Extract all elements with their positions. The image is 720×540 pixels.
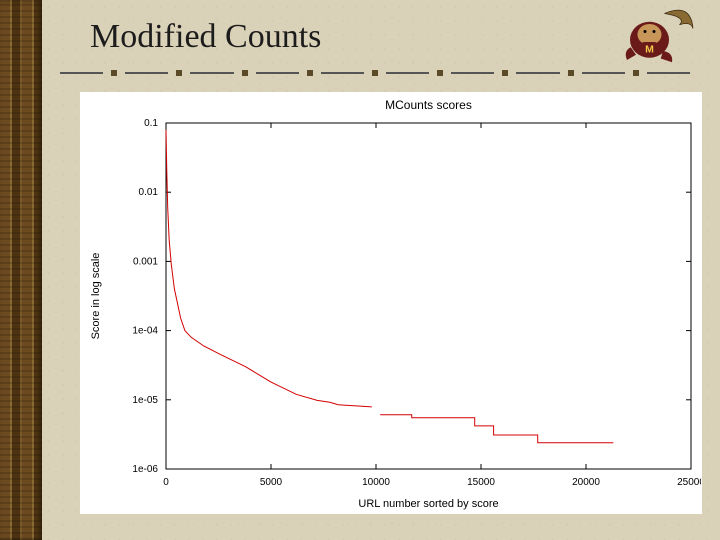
svg-text:1e-05: 1e-05 bbox=[132, 395, 158, 406]
svg-text:URL number sorted by score: URL number sorted by score bbox=[358, 498, 498, 510]
svg-text:0.1: 0.1 bbox=[144, 118, 158, 129]
mascot-icon: M bbox=[618, 6, 696, 66]
slide-title: Modified Counts bbox=[90, 18, 321, 56]
mcounts-chart: MCounts scores 0.1 0.01 0.001 1e-04 1e-05 1e-0… bbox=[81, 93, 701, 513]
svg-text:15000: 15000 bbox=[467, 477, 495, 488]
slide-root: Modified Counts M MCounts scores 0.1 0.01 0… bbox=[0, 0, 720, 540]
svg-text:MCounts scores: MCounts scores bbox=[385, 98, 472, 112]
svg-text:1e-06: 1e-06 bbox=[132, 464, 158, 475]
title-underline bbox=[60, 70, 690, 76]
svg-text:10000: 10000 bbox=[362, 477, 390, 488]
left-edge-strip bbox=[0, 0, 42, 540]
svg-text:M: M bbox=[645, 44, 654, 56]
svg-text:20000: 20000 bbox=[572, 477, 600, 488]
svg-text:25000: 25000 bbox=[677, 477, 701, 488]
svg-text:Score in log scale: Score in log scale bbox=[90, 253, 102, 340]
svg-text:0.01: 0.01 bbox=[139, 187, 159, 198]
svg-text:0: 0 bbox=[163, 477, 169, 488]
svg-text:5000: 5000 bbox=[260, 477, 283, 488]
chart-container: MCounts scores 0.1 0.01 0.001 1e-04 1e-05 1e-0… bbox=[80, 92, 702, 514]
svg-text:0.001: 0.001 bbox=[133, 256, 158, 267]
svg-text:1e-04: 1e-04 bbox=[132, 326, 158, 337]
